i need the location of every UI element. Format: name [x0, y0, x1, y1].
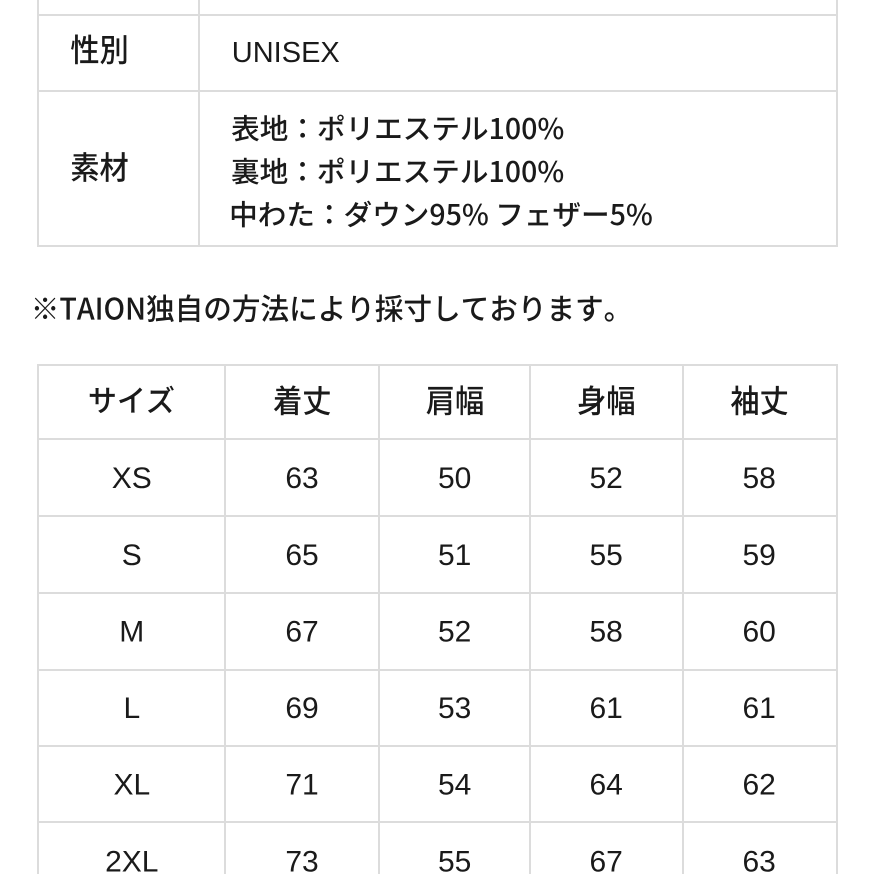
svg-text:M: M [119, 616, 144, 649]
svg-text:62: 62 [743, 769, 776, 802]
svg-text:52: 52 [590, 462, 623, 495]
svg-text:58: 58 [590, 616, 623, 649]
svg-text:71: 71 [285, 769, 318, 802]
svg-text:S: S [122, 539, 142, 572]
svg-text:64: 64 [590, 769, 623, 802]
svg-text:2XL: 2XL [105, 845, 158, 874]
svg-text:69: 69 [285, 692, 318, 725]
svg-text:55: 55 [590, 539, 623, 572]
svg-text:L: L [123, 692, 140, 725]
svg-text:65: 65 [285, 539, 318, 572]
svg-text:50: 50 [438, 462, 471, 495]
svg-text:61: 61 [590, 692, 623, 725]
svg-text:53: 53 [438, 692, 471, 725]
svg-text:63: 63 [285, 462, 318, 495]
svg-text:51: 51 [438, 539, 471, 572]
svg-text:55: 55 [438, 845, 471, 874]
svg-text:UNISEX: UNISEX [232, 37, 340, 69]
svg-text:67: 67 [590, 845, 623, 874]
svg-text:63: 63 [743, 845, 776, 874]
svg-text:52: 52 [438, 616, 471, 649]
svg-text:XS: XS [112, 462, 152, 495]
svg-text:54: 54 [438, 769, 471, 802]
svg-text:61: 61 [743, 692, 776, 725]
svg-text:XL: XL [113, 769, 150, 802]
svg-text:67: 67 [285, 616, 318, 649]
svg-text:73: 73 [285, 845, 318, 874]
svg-text:59: 59 [743, 539, 776, 572]
svg-text:60: 60 [743, 616, 776, 649]
svg-text:58: 58 [743, 462, 776, 495]
